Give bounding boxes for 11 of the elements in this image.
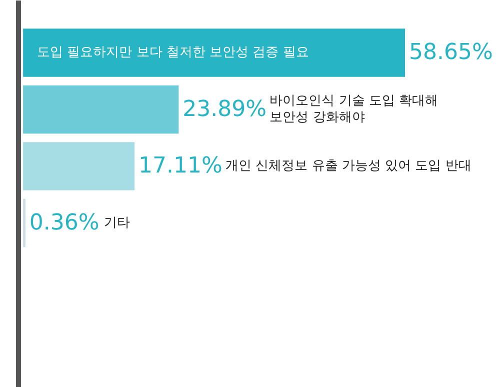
data-label: 58.65% [409,40,493,66]
data-label: 17.11% [138,154,222,179]
data-label: 23.89% [182,96,267,122]
y-tick-label: 도입 필요하지만 보다 철저한 보안성 검증 필요 [37,45,309,60]
y-tick-label: 개인 신체정보 유출 가능성 있어 도입 반대 [226,158,472,174]
bar [23,85,179,134]
y-tick-label: 기타 [104,215,130,230]
y-tick-label: 바이오인식 기술 도입 확대해 보안성 강화해야 [270,94,438,126]
bar [23,142,135,190]
bar [23,28,406,77]
data-label: 0.36% [29,210,100,236]
